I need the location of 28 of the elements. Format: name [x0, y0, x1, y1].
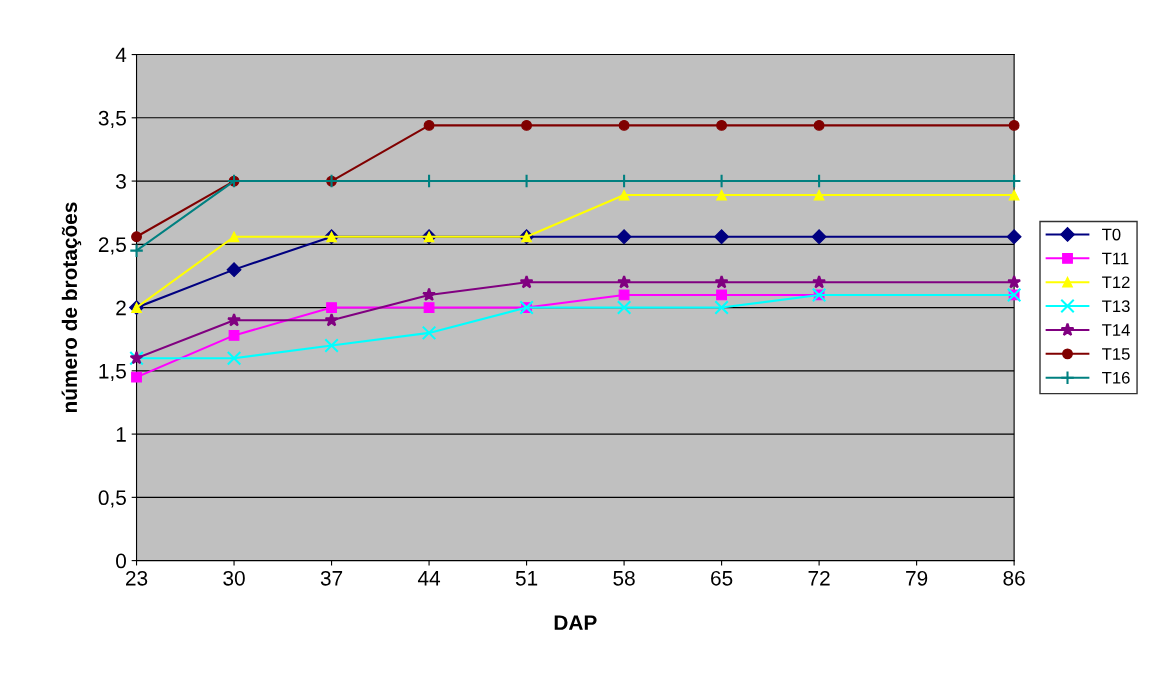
y-tick-label: 0,5	[98, 490, 126, 508]
x-tick-label: 58	[613, 570, 635, 586]
x-tick-label: 51	[515, 571, 538, 586]
y-tick-label: 1	[116, 427, 126, 442]
legend-label: T14	[1102, 324, 1130, 336]
y-tick-label: 2,5	[98, 237, 126, 255]
x-tick-label: 86	[1003, 570, 1025, 586]
legend-label: T0	[1102, 228, 1121, 241]
y-tick-label: 1,5	[99, 364, 126, 382]
x-tick-label: 30	[223, 570, 245, 586]
y-tick-label: 3	[116, 174, 126, 189]
legend-label: T12	[1102, 276, 1130, 289]
legend-label: T16	[1102, 371, 1130, 384]
x-tick-label: 79	[906, 570, 928, 586]
legend-label: T15	[1102, 348, 1130, 360]
x-tick-label: 72	[808, 570, 830, 586]
x-tick-label: 37	[320, 570, 343, 586]
y-axis-title: número de brotações	[61, 202, 82, 413]
x-tick-label: 65	[711, 570, 733, 586]
legend-label: T13	[1102, 300, 1130, 313]
x-tick-label: 44	[417, 571, 441, 586]
x-tick-label: 23	[126, 570, 148, 586]
y-tick-label: 0	[116, 553, 126, 569]
y-tick-label: 3,5	[98, 110, 126, 129]
y-tick-label: 2	[116, 300, 126, 316]
y-tick-label: 4	[115, 47, 127, 63]
legend-label: T11	[1102, 252, 1129, 265]
x-axis-title: DAP	[554, 615, 597, 630]
